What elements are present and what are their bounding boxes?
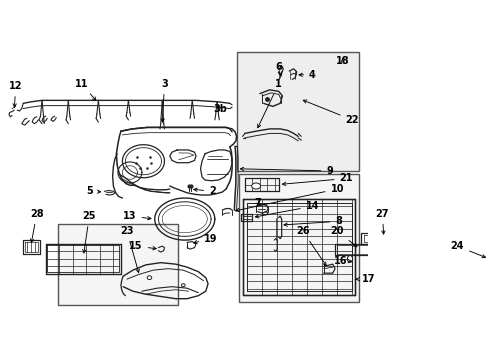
Ellipse shape [147,276,151,280]
Text: 23: 23 [120,226,139,273]
Text: 12: 12 [9,81,22,107]
Text: 8: 8 [284,216,342,226]
Text: 3b: 3b [213,104,226,114]
Ellipse shape [346,256,352,262]
Text: 1: 1 [257,79,282,128]
Text: 24: 24 [450,241,485,258]
Text: 2: 2 [193,186,216,196]
Bar [58,224,178,305]
Text: 6: 6 [275,62,282,76]
Text: 21: 21 [282,174,352,185]
Text: 20: 20 [330,226,356,247]
Text: 10: 10 [235,184,344,212]
Text: 27: 27 [375,209,388,234]
Text: 5: 5 [86,186,101,196]
Text: 11: 11 [75,79,96,100]
Text: 19: 19 [193,234,217,244]
Text: 16: 16 [333,256,350,266]
Bar [237,52,358,171]
Text: 22: 22 [303,100,358,125]
Text: 15: 15 [129,241,156,251]
Text: 25: 25 [82,211,96,253]
Text: 3: 3 [161,79,167,122]
Text: 18: 18 [335,56,348,66]
Text: 7: 7 [254,198,261,207]
Text: 14: 14 [255,201,319,218]
Text: 13: 13 [123,211,151,221]
Bar [238,174,358,302]
Text: 26: 26 [295,226,325,266]
Ellipse shape [251,183,260,189]
Ellipse shape [181,284,185,287]
Text: 28: 28 [30,209,43,242]
Text: 17: 17 [355,274,375,284]
Text: 9: 9 [240,166,332,176]
Text: 4: 4 [298,70,315,80]
